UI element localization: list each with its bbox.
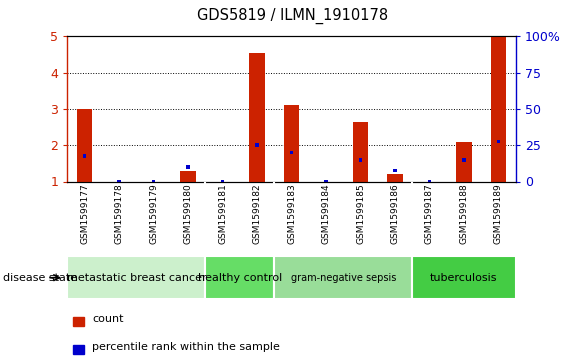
Text: gram-negative sepsis: gram-negative sepsis: [291, 273, 396, 283]
Bar: [497, 140, 500, 143]
Bar: [186, 165, 190, 169]
Bar: [462, 158, 466, 162]
Bar: [117, 180, 121, 183]
Text: GSM1599177: GSM1599177: [80, 184, 89, 245]
Bar: [73, 345, 84, 354]
Bar: [359, 158, 362, 162]
Bar: [67, 256, 205, 299]
Bar: [180, 171, 196, 182]
Text: GSM1599180: GSM1599180: [183, 184, 193, 245]
Bar: [412, 256, 516, 299]
Bar: [152, 180, 155, 183]
Text: GSM1599188: GSM1599188: [459, 184, 468, 245]
Text: healthy control: healthy control: [197, 273, 282, 283]
Bar: [324, 180, 328, 183]
Bar: [77, 109, 93, 182]
Text: GSM1599178: GSM1599178: [115, 184, 124, 245]
Bar: [205, 256, 274, 299]
Bar: [83, 154, 86, 158]
Text: count: count: [92, 314, 124, 324]
Bar: [353, 122, 368, 182]
Bar: [290, 151, 293, 154]
Bar: [456, 142, 472, 182]
Text: percentile rank within the sample: percentile rank within the sample: [92, 342, 280, 352]
Bar: [387, 174, 403, 182]
Text: GSM1599184: GSM1599184: [322, 184, 331, 244]
Bar: [255, 143, 259, 147]
Text: GSM1599185: GSM1599185: [356, 184, 365, 245]
Bar: [428, 180, 431, 183]
Bar: [221, 180, 224, 183]
Bar: [274, 256, 412, 299]
Bar: [284, 105, 299, 182]
Text: tuberculosis: tuberculosis: [430, 273, 498, 283]
Text: GSM1599187: GSM1599187: [425, 184, 434, 245]
Text: GSM1599182: GSM1599182: [253, 184, 261, 244]
Text: GSM1599189: GSM1599189: [494, 184, 503, 245]
Text: GSM1599181: GSM1599181: [218, 184, 227, 245]
Text: GSM1599179: GSM1599179: [149, 184, 158, 245]
Text: GDS5819 / ILMN_1910178: GDS5819 / ILMN_1910178: [197, 7, 389, 24]
Bar: [490, 36, 506, 182]
Bar: [393, 169, 397, 172]
Text: GSM1599183: GSM1599183: [287, 184, 296, 245]
Text: disease state: disease state: [3, 273, 77, 283]
Text: GSM1599186: GSM1599186: [390, 184, 400, 245]
Bar: [249, 53, 265, 181]
Bar: [73, 317, 84, 326]
Text: metastatic breast cancer: metastatic breast cancer: [67, 273, 206, 283]
